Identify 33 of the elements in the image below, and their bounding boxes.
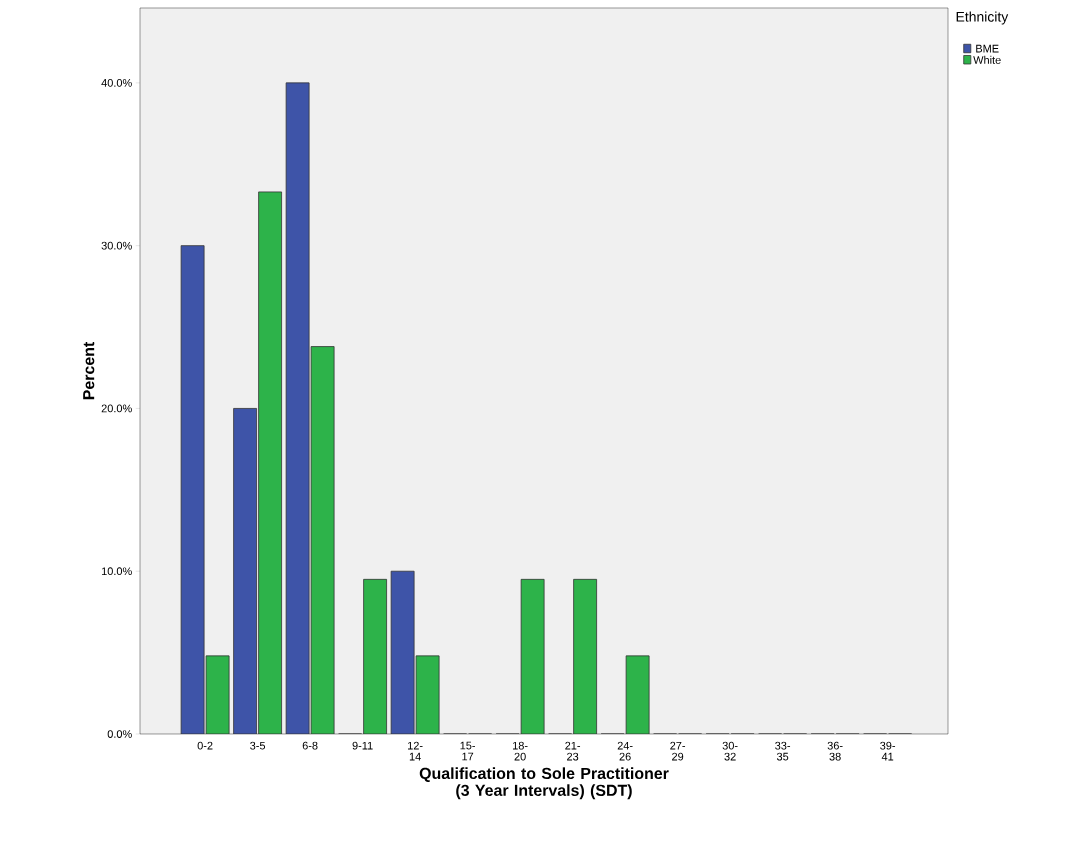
x-tick-label: 18- 20 — [513, 741, 528, 761]
x-tick-label: 36- 38 — [827, 741, 843, 761]
y-tick-label: 20.0% — [101, 404, 132, 413]
bar — [311, 346, 335, 734]
x-tick-label: 39- 41 — [880, 741, 896, 761]
x-tick-label: 33- 35 — [775, 741, 791, 761]
x-tick-label: 15- 17 — [460, 741, 476, 761]
bar — [233, 408, 257, 734]
x-axis-title: Qualification to Sole Practitioner (3 Year Intervals) (SDT) — [419, 767, 669, 800]
legend-label: White — [973, 55, 1001, 64]
x-tick-label: 6-8 — [302, 741, 318, 750]
bar — [286, 82, 310, 734]
legend-title: Ethnicity — [956, 11, 1009, 25]
x-tick-label: 0-2 — [197, 741, 213, 750]
x-tick-label: 12- 14 — [408, 741, 423, 761]
bar — [181, 245, 205, 734]
bar — [391, 571, 415, 734]
legend-label: BME — [976, 44, 999, 53]
x-tick-label: 21- 23 — [565, 741, 581, 761]
bar — [258, 191, 282, 734]
y-axis-title: Percent — [83, 341, 95, 400]
bar — [363, 579, 387, 734]
y-tick-label: 10.0% — [101, 567, 132, 576]
x-tick-label: 30- 32 — [722, 741, 738, 761]
bar — [521, 579, 545, 734]
x-tick-label: 24- 26 — [617, 741, 633, 761]
y-tick-label: 0.0% — [107, 730, 132, 738]
bar — [573, 579, 597, 734]
x-tick-label: 27- 29 — [670, 741, 686, 761]
x-tick-label: 3-5 — [250, 741, 266, 750]
y-tick-label: 30.0% — [101, 241, 132, 250]
x-tick-label: 9-11 — [352, 741, 373, 750]
y-tick-label: 40.0% — [101, 79, 132, 87]
